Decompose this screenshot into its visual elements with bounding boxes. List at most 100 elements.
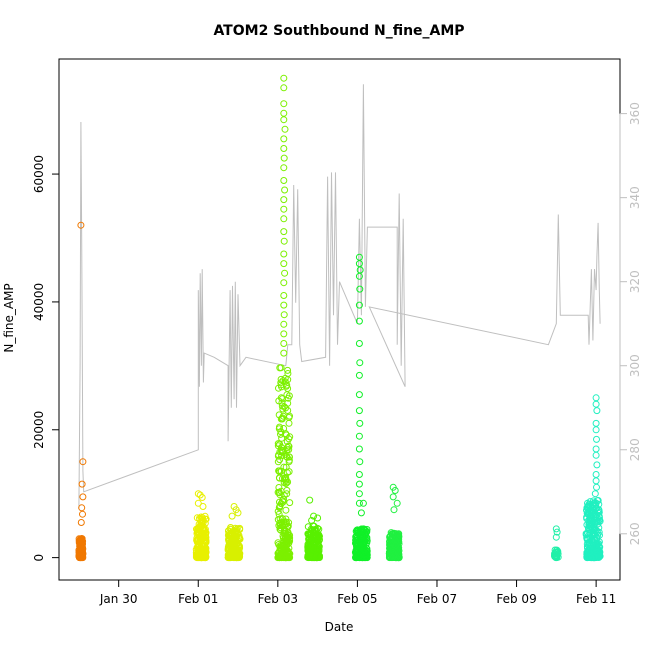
data-point <box>285 458 293 466</box>
data-point <box>593 407 601 415</box>
data-point <box>308 517 316 524</box>
data-point <box>280 237 288 245</box>
series-5 <box>304 496 323 562</box>
points-layer <box>75 74 604 562</box>
x-tick-label: Feb 01 <box>178 592 218 606</box>
data-point <box>228 512 236 520</box>
y2-tick-label: 300 <box>628 354 642 377</box>
data-point <box>282 404 289 412</box>
data-point <box>280 279 288 287</box>
data-point <box>281 125 289 133</box>
data-point <box>278 434 286 442</box>
data-point <box>593 543 601 551</box>
data-point <box>595 512 603 520</box>
data-point <box>282 463 290 471</box>
y-axis-label: N_fine_AMP <box>2 283 16 352</box>
data-point <box>277 467 285 475</box>
data-point <box>592 451 600 459</box>
series-4 <box>274 74 294 562</box>
data-point <box>355 407 363 415</box>
data-point <box>280 215 288 223</box>
data-point <box>280 349 288 357</box>
data-point <box>586 516 594 524</box>
data-point <box>593 497 601 505</box>
data-point <box>355 340 363 347</box>
data-point <box>355 317 363 325</box>
data-point <box>584 499 591 507</box>
data-point <box>389 493 397 501</box>
data-point <box>280 301 288 309</box>
data-point <box>355 490 363 498</box>
x-tick-label: Feb 11 <box>576 592 616 606</box>
data-point <box>585 520 593 528</box>
data-point <box>201 553 209 561</box>
data-point <box>587 554 595 561</box>
data-point <box>277 500 285 508</box>
data-point <box>277 381 285 389</box>
x-tick-label: Feb 07 <box>417 592 457 606</box>
data-point <box>281 186 289 194</box>
data-point <box>353 526 361 534</box>
plot-frame <box>58 58 621 581</box>
data-point <box>356 419 364 427</box>
data-point <box>305 531 313 539</box>
data-point <box>307 543 315 551</box>
data-point <box>276 364 284 372</box>
data-point <box>551 546 559 554</box>
data-point <box>194 499 202 507</box>
data-point <box>282 518 290 526</box>
data-point <box>280 311 288 319</box>
data-point <box>278 518 286 526</box>
data-point <box>280 205 288 213</box>
data-point <box>595 553 603 561</box>
data-point <box>391 487 399 494</box>
data-point <box>201 537 209 545</box>
data-point <box>228 535 235 543</box>
data-point <box>284 533 292 541</box>
data-point <box>278 395 286 403</box>
data-point <box>595 528 603 536</box>
data-point <box>589 538 597 546</box>
data-point <box>286 499 294 507</box>
data-point <box>355 301 363 309</box>
y2-tick-label: 340 <box>628 186 642 209</box>
data-point <box>275 504 283 511</box>
y-axis: 0 20000 40000 60000 <box>32 155 60 561</box>
y-tick-label: 60000 <box>32 155 46 193</box>
data-point <box>235 546 243 554</box>
secondary-line-layer <box>78 84 601 509</box>
data-point <box>310 512 318 520</box>
data-point <box>309 533 317 541</box>
chart-title: ATOM2 Southbound N_fine_AMP <box>213 23 464 39</box>
data-point <box>78 480 86 488</box>
data-point <box>280 177 288 184</box>
data-point <box>389 546 397 554</box>
data-point <box>194 490 202 498</box>
data-point <box>282 453 290 460</box>
data-point <box>76 553 84 561</box>
x-axis: Jan 30 Feb 01 Feb 03 Feb 05 Feb 07 Feb 09 Feb … <box>99 579 616 606</box>
data-point <box>592 471 600 478</box>
data-point <box>590 536 598 544</box>
data-point <box>285 392 293 400</box>
data-point <box>280 135 288 143</box>
x-axis-label: Date <box>325 620 354 634</box>
data-point <box>276 552 284 560</box>
data-point <box>284 478 292 486</box>
data-point <box>280 552 288 559</box>
data-point <box>78 542 86 550</box>
data-point <box>592 400 600 408</box>
series-1 <box>75 221 87 562</box>
data-point <box>226 530 234 538</box>
data-point <box>389 534 397 541</box>
data-point <box>279 377 287 385</box>
data-point <box>280 196 288 204</box>
y-tick-label: 20000 <box>32 411 46 449</box>
data-point <box>552 525 560 533</box>
data-point <box>77 519 85 526</box>
data-point <box>278 554 286 562</box>
data-point <box>282 473 290 481</box>
data-point <box>393 554 400 562</box>
data-point <box>355 391 363 399</box>
data-point <box>276 468 284 476</box>
